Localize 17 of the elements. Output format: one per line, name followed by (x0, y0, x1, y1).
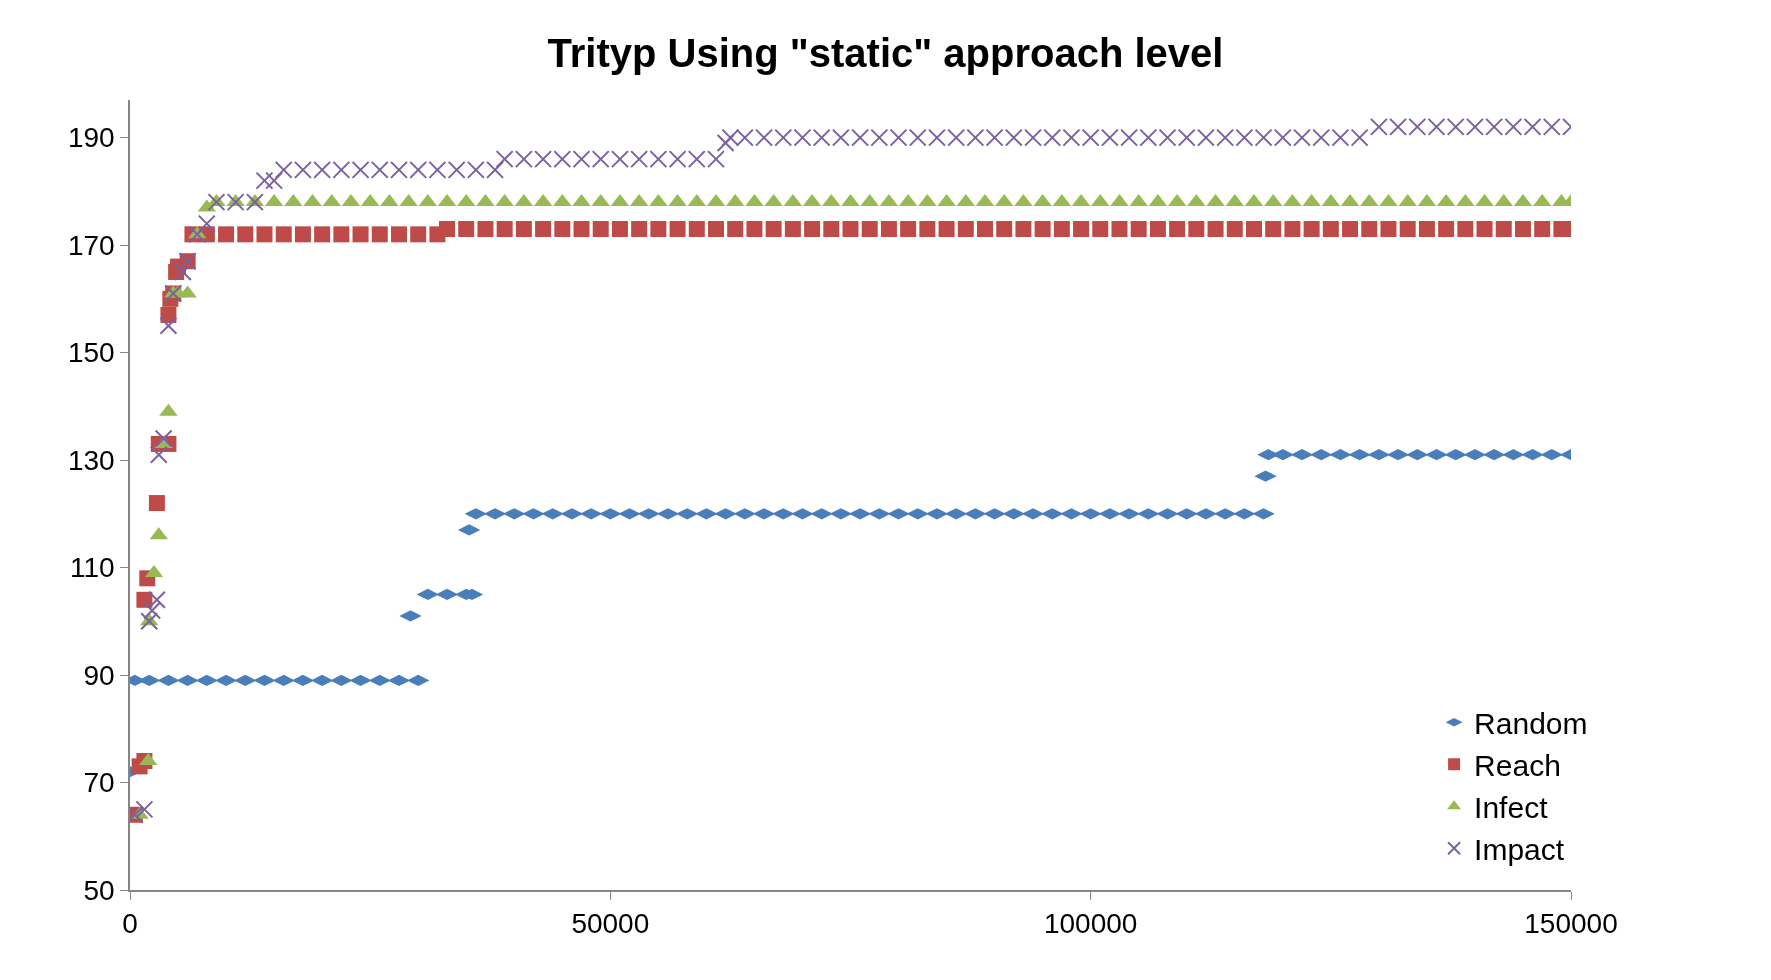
legend-label: Random (1474, 706, 1588, 740)
y-tick-label: 170 (67, 229, 115, 261)
legend-label: Reach (1474, 748, 1561, 782)
x-tick-label: 50000 (571, 908, 650, 940)
y-tick-label: 50 (83, 874, 115, 906)
x-tick-label: 0 (122, 908, 138, 940)
y-tick-label: 130 (67, 444, 115, 476)
x-tick-label: 150000 (1524, 908, 1618, 940)
y-tick-label: 90 (83, 659, 115, 691)
y-tick-label: 190 (67, 122, 115, 154)
y-tick-label: 70 (83, 767, 115, 799)
x-tick-label: 100000 (1043, 908, 1138, 940)
legend-label: Infect (1474, 790, 1549, 824)
chart-title: Trityp Using "static" approach level (547, 31, 1224, 76)
legend-label: Impact (1474, 832, 1565, 866)
y-tick-label: 110 (70, 552, 115, 584)
y-tick-label: 150 (67, 337, 115, 369)
